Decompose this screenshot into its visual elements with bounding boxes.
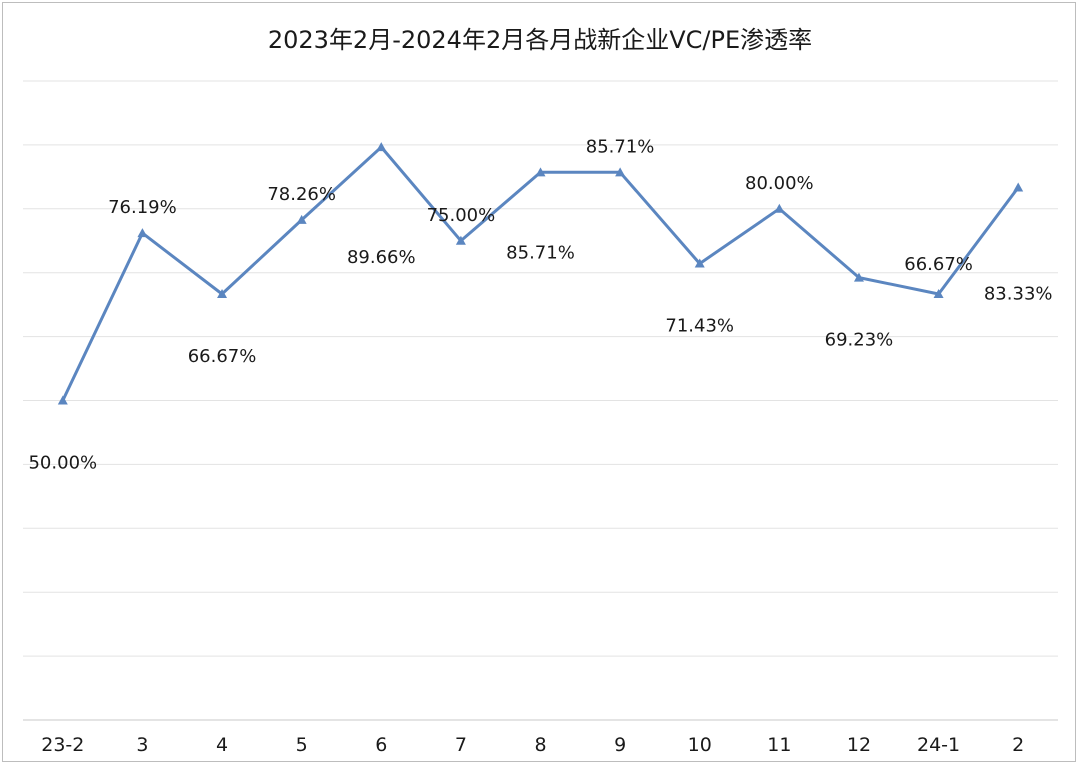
data-point-marker [57, 395, 68, 405]
data-label: 85.71% [506, 242, 575, 263]
data-point-marker [774, 203, 785, 213]
data-point-marker [376, 142, 387, 152]
x-tick-label: 8 [534, 734, 546, 756]
data-label: 80.00% [745, 173, 814, 194]
data-point-marker [296, 214, 307, 224]
data-label: 89.66% [347, 247, 416, 268]
data-label: 66.67% [188, 346, 257, 367]
data-point-marker [933, 288, 944, 298]
x-tick-label: 2 [1012, 734, 1024, 756]
x-tick-label: 4 [216, 734, 228, 756]
x-tick-label: 10 [688, 734, 712, 756]
x-tick-label: 24-1 [917, 734, 960, 756]
data-labels: 50.00% 76.19% 66.67% 78.26% 89.66% 75.00% 85.7… [28, 136, 1052, 473]
data-point-marker [217, 288, 228, 298]
x-tick-label: 23-2 [41, 734, 84, 756]
x-tick-label: 3 [136, 734, 148, 756]
x-tick-label: 7 [455, 734, 467, 756]
data-point-marker [455, 235, 466, 245]
data-label: 69.23% [825, 330, 894, 351]
data-point-marker [694, 258, 705, 268]
gridlines [23, 80, 1058, 657]
data-point-marker [615, 167, 626, 177]
x-tick-label: 9 [614, 734, 626, 756]
x-tick-label: 6 [375, 734, 387, 756]
x-tick-labels: 23-2 3 4 5 6 7 8 9 10 11 12 24-1 2 [41, 734, 1024, 756]
data-label: 83.33% [984, 284, 1053, 305]
data-point-marker [853, 272, 864, 282]
x-tick-label: 11 [767, 734, 791, 756]
data-point-marker [137, 228, 148, 238]
data-label: 71.43% [665, 316, 734, 337]
data-label: 66.67% [904, 254, 973, 275]
data-label: 85.71% [586, 136, 655, 157]
data-point-marker [1013, 182, 1024, 192]
series [57, 142, 1024, 405]
line-chart: 2023年2月-2024年2月各月战新企业VC/PE渗透率 50.00% 76.1… [23, 26, 1058, 756]
data-label: 50.00% [28, 453, 97, 474]
data-label: 75.00% [427, 205, 496, 226]
x-tick-label: 12 [847, 734, 871, 756]
data-label: 78.26% [267, 184, 336, 205]
x-tick-label: 5 [296, 734, 308, 756]
data-label: 76.19% [108, 197, 177, 218]
data-point-marker [535, 167, 546, 177]
chart-title: 2023年2月-2024年2月各月战新企业VC/PE渗透率 [268, 26, 812, 54]
